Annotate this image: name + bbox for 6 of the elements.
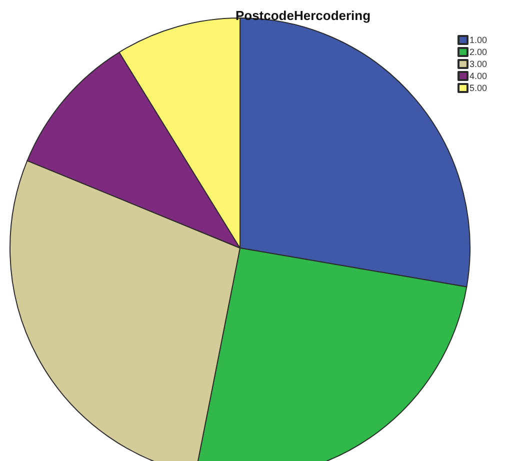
- legend-label: 5.00: [469, 83, 488, 93]
- chart-title: PostcodeHercodering: [235, 8, 371, 23]
- legend-label: 1.00: [469, 35, 488, 45]
- legend-label: 3.00: [469, 59, 488, 69]
- legend-label: 2.00: [469, 47, 488, 57]
- legend-label: 4.00: [469, 71, 488, 81]
